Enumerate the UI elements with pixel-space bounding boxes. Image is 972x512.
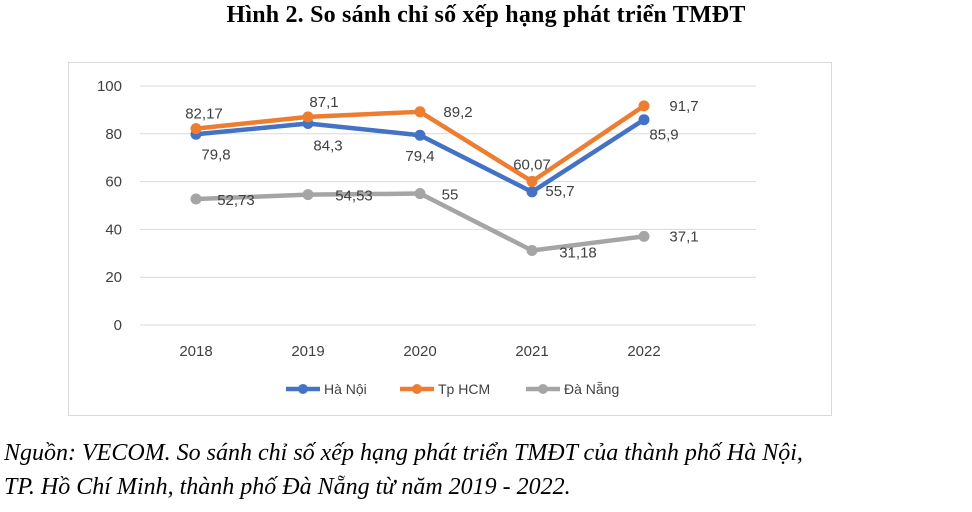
- data-labels: 79,8 84,3 79,4 55,7 85,9 82,17 87,1 89,2 60,07 91…: [185, 94, 698, 262]
- data-point: [414, 188, 426, 200]
- y-tick-label: 60: [105, 174, 122, 191]
- x-tick-label: 2019: [291, 343, 324, 360]
- legend-marker: [298, 384, 308, 394]
- data-label: 82,17: [185, 106, 223, 123]
- legend-label: Hà Nội: [324, 381, 367, 397]
- y-tick-label: 100: [97, 78, 122, 95]
- data-point: [302, 189, 314, 201]
- data-label: 55: [442, 187, 459, 204]
- data-label: 52,73: [217, 192, 255, 209]
- data-point: [302, 111, 314, 123]
- data-label: 87,1: [309, 94, 338, 111]
- data-point: [638, 114, 650, 126]
- y-tick-label: 40: [105, 221, 122, 238]
- data-label: 60,07: [513, 156, 551, 173]
- data-label: 55,7: [545, 183, 574, 200]
- data-label: 79,8: [201, 146, 230, 163]
- data-point: [526, 244, 538, 256]
- x-tick-label: 2018: [179, 343, 212, 360]
- x-axis-ticks: 2018 2019 2020 2021 2022: [179, 343, 660, 360]
- x-tick-label: 2021: [515, 343, 548, 360]
- legend-label: Đà Nẵng: [564, 381, 619, 397]
- y-axis-ticks: 0 20 40 60 80 100: [97, 78, 122, 334]
- data-point: [638, 100, 650, 112]
- data-label: 37,1: [669, 228, 698, 245]
- data-label: 31,18: [559, 244, 597, 261]
- legend-label: Tp HCM: [438, 381, 490, 397]
- y-tick-label: 0: [114, 317, 122, 334]
- data-label: 54,53: [335, 188, 373, 205]
- gridlines: [140, 85, 756, 326]
- y-tick-label: 20: [105, 269, 122, 286]
- legend-marker: [412, 384, 422, 394]
- legend: Hà Nội Tp HCM Đà Nẵng: [286, 381, 619, 397]
- data-point: [638, 230, 650, 242]
- data-label: 84,3: [313, 138, 342, 155]
- data-label: 89,2: [443, 104, 472, 121]
- source-line-2: TP. Hồ Chí Minh, thành phố Đà Nẵng từ nă…: [4, 474, 571, 500]
- data-point: [414, 129, 426, 141]
- x-tick-label: 2022: [627, 343, 660, 360]
- data-label: 79,4: [405, 148, 434, 165]
- series-lines: [190, 100, 650, 256]
- data-label: 85,9: [649, 127, 678, 144]
- data-point: [190, 123, 202, 135]
- line-chart: 0 20 40 60 80 100 2018 2019 2020 2021 2022 79,8 84…: [97, 78, 756, 397]
- figure-title: Hình 2. So sánh chỉ số xếp hạng phát tri…: [226, 2, 746, 28]
- series-line-2: [193, 191, 647, 253]
- data-point: [526, 186, 538, 198]
- source-line-1: Nguồn: VECOM. So sánh chỉ số xếp hạng ph…: [4, 440, 803, 466]
- data-point: [414, 106, 426, 118]
- data-point: [526, 175, 538, 187]
- data-point: [190, 193, 202, 205]
- legend-marker: [538, 384, 548, 394]
- source-caption: Nguồn: VECOM. So sánh chỉ số xếp hạng ph…: [4, 436, 970, 504]
- x-tick-label: 2020: [403, 343, 436, 360]
- chart-area: [68, 62, 832, 416]
- data-label: 91,7: [669, 98, 698, 115]
- y-tick-label: 80: [105, 126, 122, 143]
